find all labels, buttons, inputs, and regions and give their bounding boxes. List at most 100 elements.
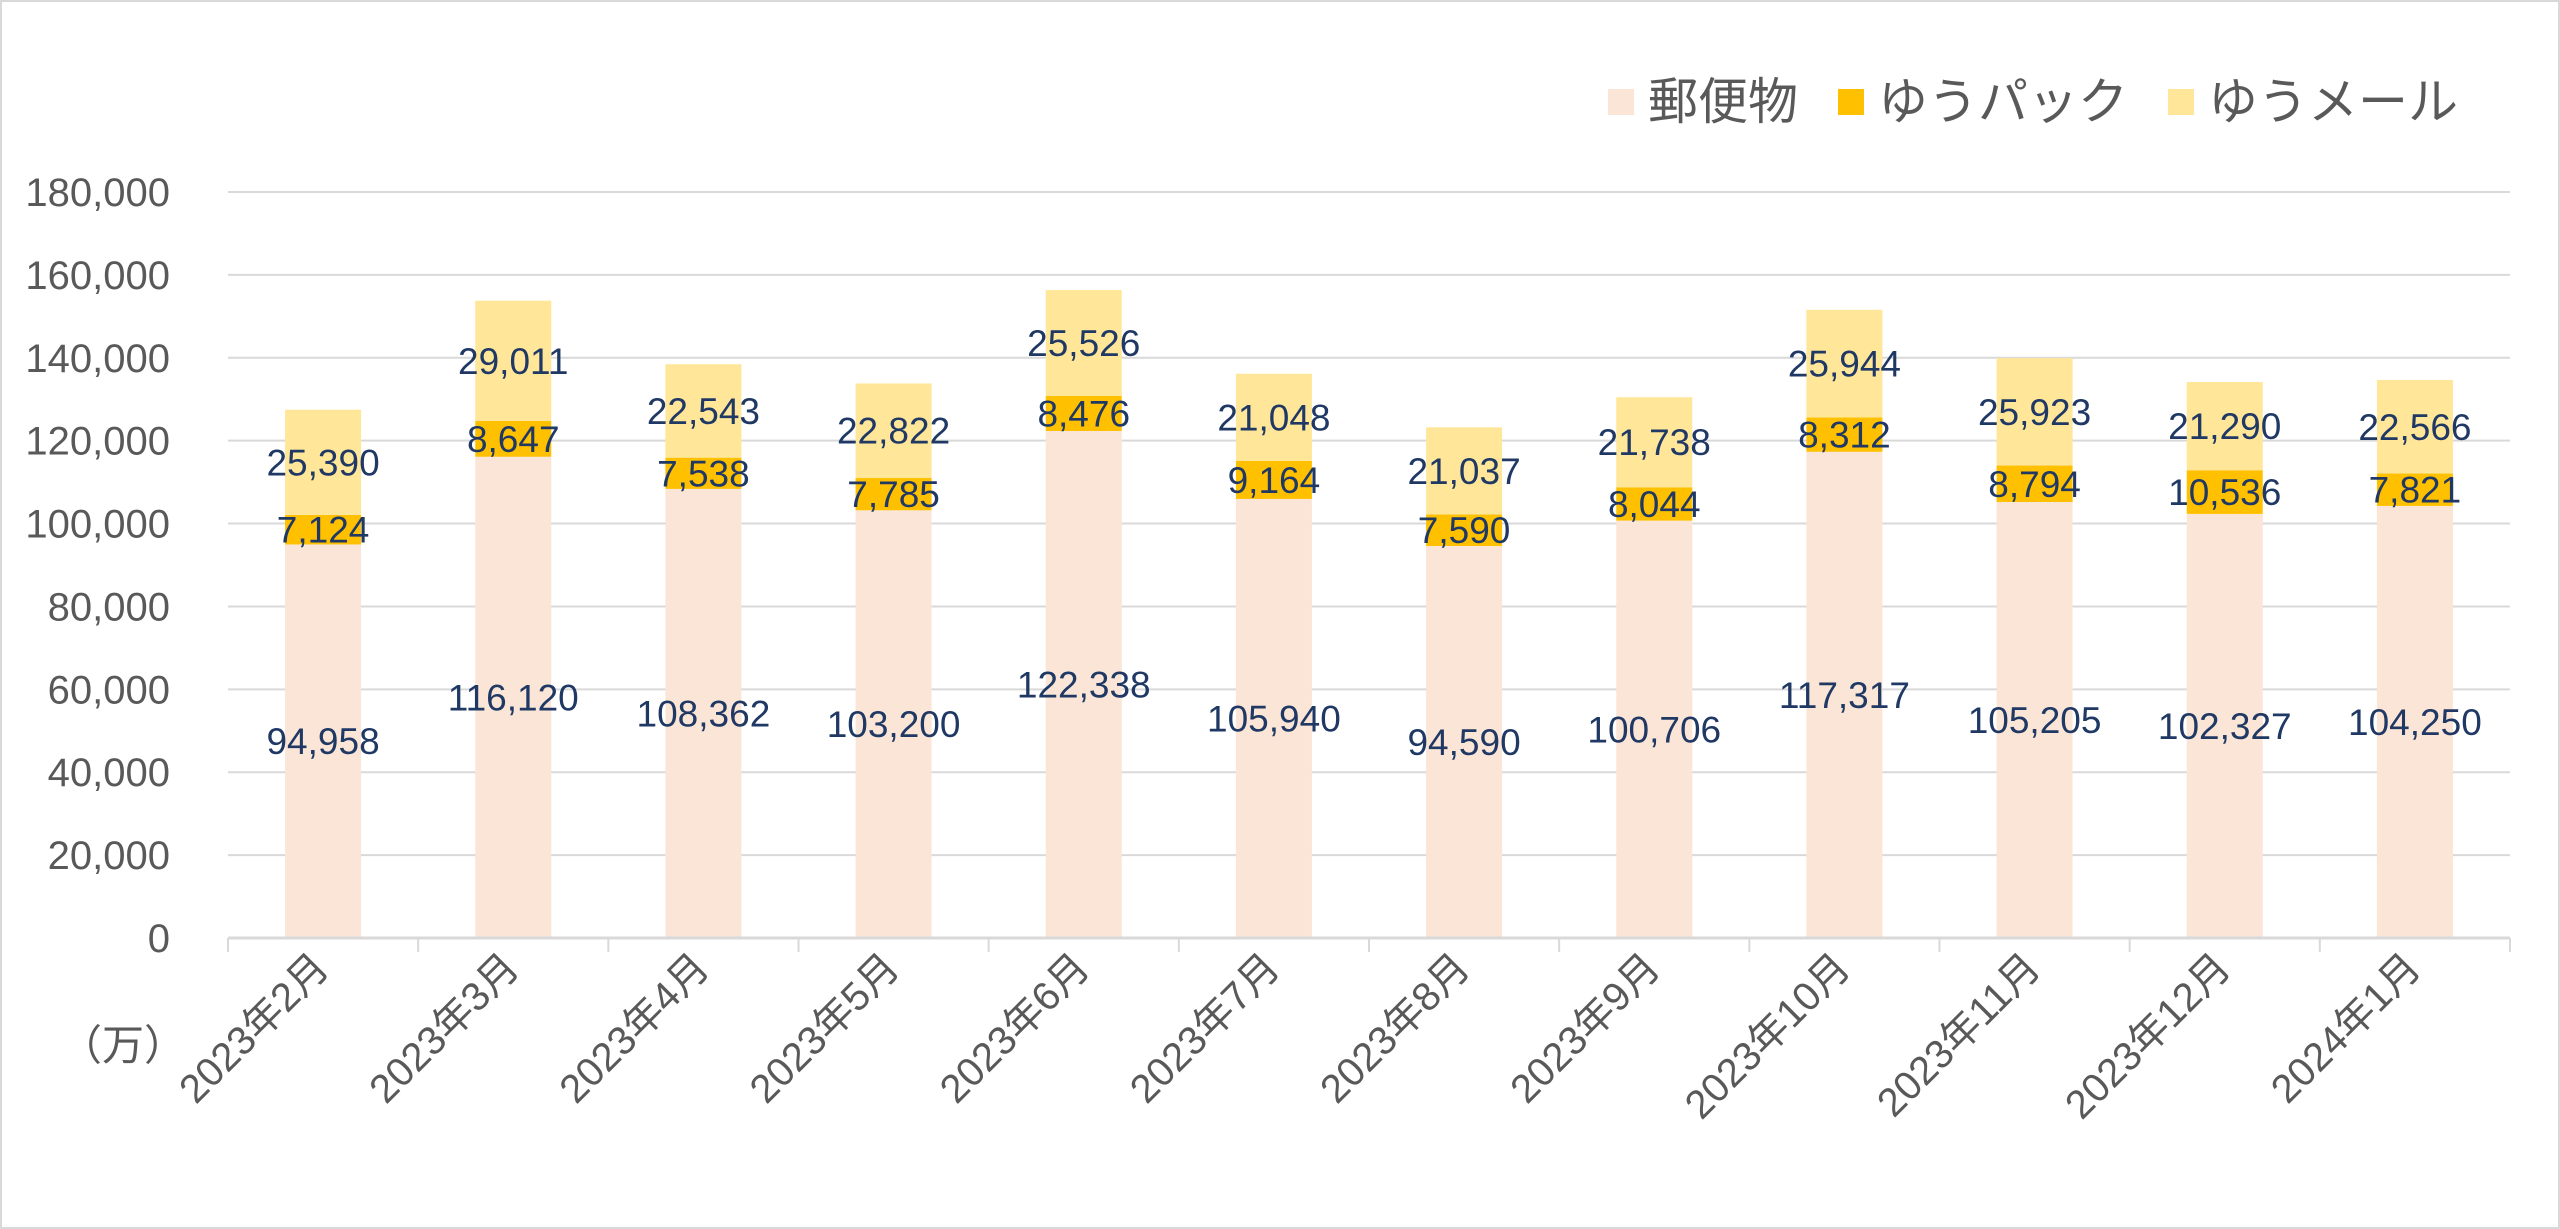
legend-swatch-yumail bbox=[2168, 89, 2194, 115]
data-label-yumail: 22,543 bbox=[647, 391, 760, 432]
bar-yupack bbox=[855, 478, 932, 511]
bar-mail bbox=[1045, 430, 1122, 938]
data-label-yumail: 21,037 bbox=[1407, 451, 1520, 492]
data-label-yumail: 22,566 bbox=[2358, 407, 2471, 448]
x-tick-label: 2023年4月 bbox=[551, 945, 717, 1111]
data-label-yumail: 25,944 bbox=[1788, 344, 1901, 385]
bar-yumail bbox=[855, 383, 932, 479]
bar-mail bbox=[2186, 513, 2263, 938]
x-tick-label: 2023年3月 bbox=[361, 945, 527, 1111]
data-label-yupack: 8,647 bbox=[467, 419, 560, 460]
bar-yupack bbox=[1996, 465, 2073, 502]
x-tick-label: 2023年10月 bbox=[1677, 945, 1859, 1127]
data-label-mail: 94,958 bbox=[266, 721, 379, 762]
data-label-yupack: 8,476 bbox=[1037, 393, 1130, 434]
data-label-yumail: 29,011 bbox=[458, 341, 568, 382]
data-label-yupack: 8,794 bbox=[1988, 464, 2081, 505]
legend-swatch-mail bbox=[1608, 89, 1634, 115]
bar-yupack bbox=[1806, 417, 1883, 452]
bar-yupack bbox=[1426, 514, 1503, 546]
data-label-mail: 116,120 bbox=[448, 677, 579, 718]
legend: 郵便物 ゆうパック ゆうメール bbox=[1608, 74, 2458, 130]
bar-yumail bbox=[1045, 290, 1122, 396]
x-tick-label: 2023年6月 bbox=[932, 945, 1098, 1111]
bar-yupack bbox=[2186, 470, 2263, 514]
data-label-yupack: 7,590 bbox=[1418, 510, 1511, 551]
y-tick-label: 40,000 bbox=[48, 751, 170, 795]
bar-mail bbox=[1616, 520, 1693, 938]
data-label-yumail: 25,526 bbox=[1027, 323, 1140, 364]
x-tick-label: 2023年7月 bbox=[1122, 945, 1288, 1111]
data-label-yupack: 7,785 bbox=[847, 474, 940, 515]
bar-mail bbox=[2376, 505, 2453, 938]
data-label-yumail: 22,822 bbox=[837, 411, 950, 452]
legend-label-mail: 郵便物 bbox=[1648, 74, 1798, 130]
legend-swatch-yupack bbox=[1838, 89, 1864, 115]
legend-label-yupack: ゆうパック bbox=[1878, 74, 2128, 130]
data-label-mail: 105,940 bbox=[1207, 698, 1341, 739]
data-label-mail: 102,327 bbox=[2158, 706, 2292, 747]
x-tick-label: 2023年2月 bbox=[171, 945, 337, 1111]
unit-label: （万） bbox=[60, 1022, 186, 1069]
data-label-mail: 100,706 bbox=[1587, 709, 1721, 750]
data-label-yupack: 9,164 bbox=[1228, 460, 1321, 501]
data-label-mail: 122,338 bbox=[1017, 664, 1151, 705]
data-label-yumail: 25,923 bbox=[1978, 392, 2091, 433]
data-label-yumail: 21,290 bbox=[2168, 406, 2281, 447]
bar-yupack bbox=[285, 514, 362, 545]
bar-yupack bbox=[1235, 460, 1312, 499]
y-tick-label: 80,000 bbox=[48, 585, 170, 629]
bar-yumail bbox=[1235, 373, 1312, 461]
bar-yumail bbox=[2376, 380, 2453, 474]
data-label-yupack: 7,124 bbox=[277, 510, 370, 551]
data-label-mail: 103,200 bbox=[827, 704, 961, 745]
x-tick-label: 2023年11月 bbox=[1869, 945, 2049, 1125]
x-tick-label: 2023年5月 bbox=[742, 945, 908, 1111]
bar-mail bbox=[1426, 545, 1503, 938]
data-label-yumail: 21,738 bbox=[1598, 422, 1711, 463]
bar-yupack bbox=[665, 457, 742, 489]
bar-yumail bbox=[1426, 427, 1503, 515]
bar-yumail bbox=[665, 364, 742, 458]
bar-yupack bbox=[475, 420, 552, 457]
bar-yumail bbox=[1806, 309, 1883, 418]
x-axis-ticks: 2023年2月 2023年3月 2023年4月 2023年5月 2023年6月 2023年… bbox=[171, 945, 2429, 1127]
y-tick-label: 60,000 bbox=[48, 668, 170, 712]
bar-yumail bbox=[285, 409, 362, 515]
data-label-mail: 104,250 bbox=[2348, 702, 2482, 743]
data-label-yupack: 7,821 bbox=[2369, 470, 2462, 511]
bar-yumail bbox=[475, 300, 552, 421]
y-axis-ticks: 0 20,000 40,000 60,000 80,000 100,000 120,000 1… bbox=[25, 171, 170, 961]
data-label-yumail: 25,390 bbox=[266, 442, 379, 483]
data-label-mail: 117,317 bbox=[1779, 675, 1910, 716]
y-tick-label: 180,000 bbox=[25, 171, 170, 215]
data-label-yupack: 8,044 bbox=[1608, 484, 1701, 525]
x-tick-label: 2023年12月 bbox=[2057, 945, 2239, 1127]
data-labels: 94,958 7,124 25,390 116,120 8,647 29,011 108,3… bbox=[266, 323, 2481, 763]
bar-yupack bbox=[1616, 487, 1693, 521]
x-tick-label: 2024年1月 bbox=[2263, 945, 2429, 1111]
bar-yupack bbox=[1045, 395, 1122, 431]
bar-yumail bbox=[1996, 358, 2073, 466]
legend-label-yumail: ゆうメール bbox=[2208, 74, 2458, 130]
bars bbox=[285, 290, 2453, 938]
y-tick-label: 120,000 bbox=[25, 420, 170, 464]
y-tick-label: 0 bbox=[148, 917, 170, 961]
bar-mail bbox=[475, 456, 552, 938]
bar-yumail bbox=[2186, 382, 2263, 471]
data-label-mail: 105,205 bbox=[1968, 700, 2102, 741]
y-tick-label: 100,000 bbox=[25, 503, 170, 547]
data-label-mail: 108,362 bbox=[637, 693, 771, 734]
data-label-yupack: 8,312 bbox=[1798, 415, 1891, 456]
y-tick-label: 160,000 bbox=[25, 254, 170, 298]
bar-mail bbox=[1806, 451, 1883, 938]
data-label-yumail: 21,048 bbox=[1217, 397, 1330, 438]
bar-mail bbox=[665, 488, 742, 938]
y-tick-label: 140,000 bbox=[25, 337, 170, 381]
data-label-mail: 94,590 bbox=[1407, 722, 1520, 763]
bar-yupack bbox=[2376, 473, 2453, 506]
data-label-yupack: 7,538 bbox=[657, 453, 750, 494]
y-tick-label: 20,000 bbox=[48, 834, 170, 878]
